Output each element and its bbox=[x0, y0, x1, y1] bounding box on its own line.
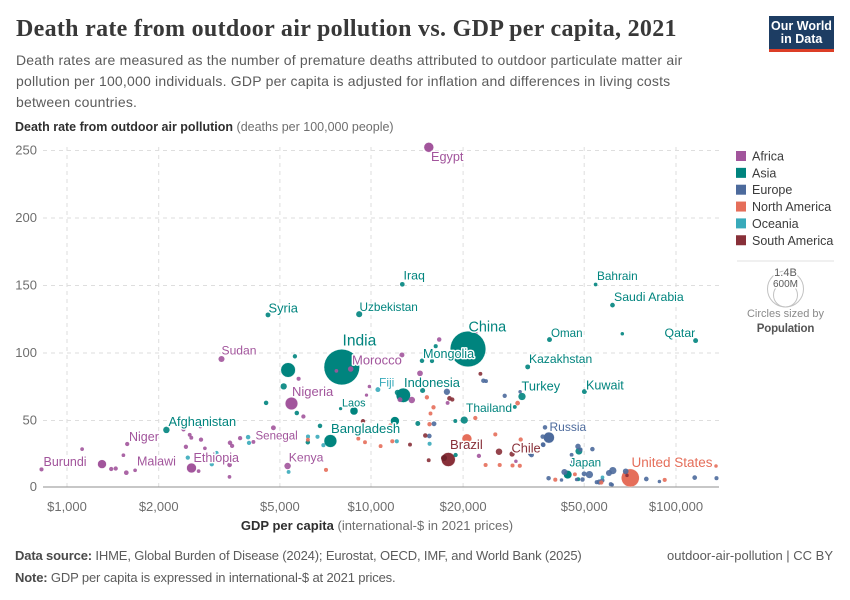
svg-text:$20,000: $20,000 bbox=[440, 499, 487, 514]
svg-text:Malawi: Malawi bbox=[137, 455, 176, 469]
svg-text:Iraq: Iraq bbox=[404, 269, 425, 283]
svg-text:Saudi Arabia: Saudi Arabia bbox=[614, 290, 684, 304]
svg-text:Turkey: Turkey bbox=[522, 378, 561, 393]
svg-text:200: 200 bbox=[15, 210, 37, 225]
svg-text:Kazakhstan: Kazakhstan bbox=[529, 352, 592, 366]
svg-text:Bahrain: Bahrain bbox=[597, 269, 638, 283]
svg-text:0: 0 bbox=[30, 479, 37, 494]
svg-text:India: India bbox=[343, 333, 377, 350]
svg-text:Oceania: Oceania bbox=[752, 217, 799, 231]
svg-text:150: 150 bbox=[15, 278, 37, 293]
svg-text:Mongolia: Mongolia bbox=[423, 347, 474, 361]
svg-text:Niger: Niger bbox=[129, 430, 159, 444]
svg-text:Kenya: Kenya bbox=[289, 450, 324, 464]
svg-text:$2,000: $2,000 bbox=[139, 499, 179, 514]
svg-text:Bangladesh: Bangladesh bbox=[331, 421, 400, 436]
svg-text:Burundi: Burundi bbox=[44, 455, 87, 469]
svg-text:600M: 600M bbox=[773, 279, 798, 290]
svg-text:North America: North America bbox=[752, 200, 831, 214]
svg-text:Japan: Japan bbox=[570, 457, 602, 470]
svg-text:Nigeria: Nigeria bbox=[292, 384, 334, 399]
svg-text:$1,000: $1,000 bbox=[47, 499, 87, 514]
svg-text:50: 50 bbox=[23, 413, 37, 428]
svg-text:Uzbekistan: Uzbekistan bbox=[360, 300, 418, 314]
svg-text:South America: South America bbox=[752, 234, 833, 248]
svg-text:Population: Population bbox=[757, 323, 815, 335]
svg-text:Death rate from outdoor air po: Death rate from outdoor air pollution (d… bbox=[15, 120, 394, 134]
svg-text:$50,000: $50,000 bbox=[561, 499, 608, 514]
svg-text:Thailand: Thailand bbox=[466, 401, 512, 415]
svg-text:Egypt: Egypt bbox=[431, 150, 464, 164]
svg-text:GDP per capita (international-: GDP per capita (international-$ in 2021 … bbox=[241, 518, 513, 533]
svg-text:Russia: Russia bbox=[550, 420, 587, 434]
svg-text:Afghanistan: Afghanistan bbox=[169, 414, 237, 429]
svg-text:United States: United States bbox=[632, 455, 713, 470]
svg-text:Morocco: Morocco bbox=[352, 353, 402, 368]
svg-text:Brazil: Brazil bbox=[450, 437, 483, 452]
svg-text:Fiji: Fiji bbox=[379, 376, 394, 390]
svg-text:Africa: Africa bbox=[752, 150, 784, 164]
svg-text:250: 250 bbox=[15, 143, 37, 158]
svg-text:Kuwait: Kuwait bbox=[586, 379, 624, 393]
svg-text:Syria: Syria bbox=[269, 301, 299, 316]
svg-text:Circles sized by: Circles sized by bbox=[747, 308, 825, 320]
svg-text:Senegal: Senegal bbox=[256, 431, 298, 443]
svg-text:China: China bbox=[469, 320, 507, 336]
svg-text:Oman: Oman bbox=[551, 327, 583, 340]
svg-text:1.4B: 1.4B bbox=[774, 267, 797, 279]
svg-text:$5,000: $5,000 bbox=[260, 499, 300, 514]
svg-text:Asia: Asia bbox=[752, 166, 776, 180]
svg-text:Qatar: Qatar bbox=[665, 326, 696, 340]
svg-text:Ethiopia: Ethiopia bbox=[194, 451, 240, 465]
svg-text:$10,000: $10,000 bbox=[348, 499, 395, 514]
svg-text:$100,000: $100,000 bbox=[649, 499, 703, 514]
svg-text:Europe: Europe bbox=[752, 183, 792, 197]
svg-text:Indonesia: Indonesia bbox=[404, 375, 461, 390]
svg-text:Laos: Laos bbox=[342, 398, 366, 410]
svg-text:Sudan: Sudan bbox=[222, 344, 257, 358]
svg-text:Chile: Chile bbox=[512, 441, 541, 456]
svg-text:100: 100 bbox=[15, 345, 37, 360]
